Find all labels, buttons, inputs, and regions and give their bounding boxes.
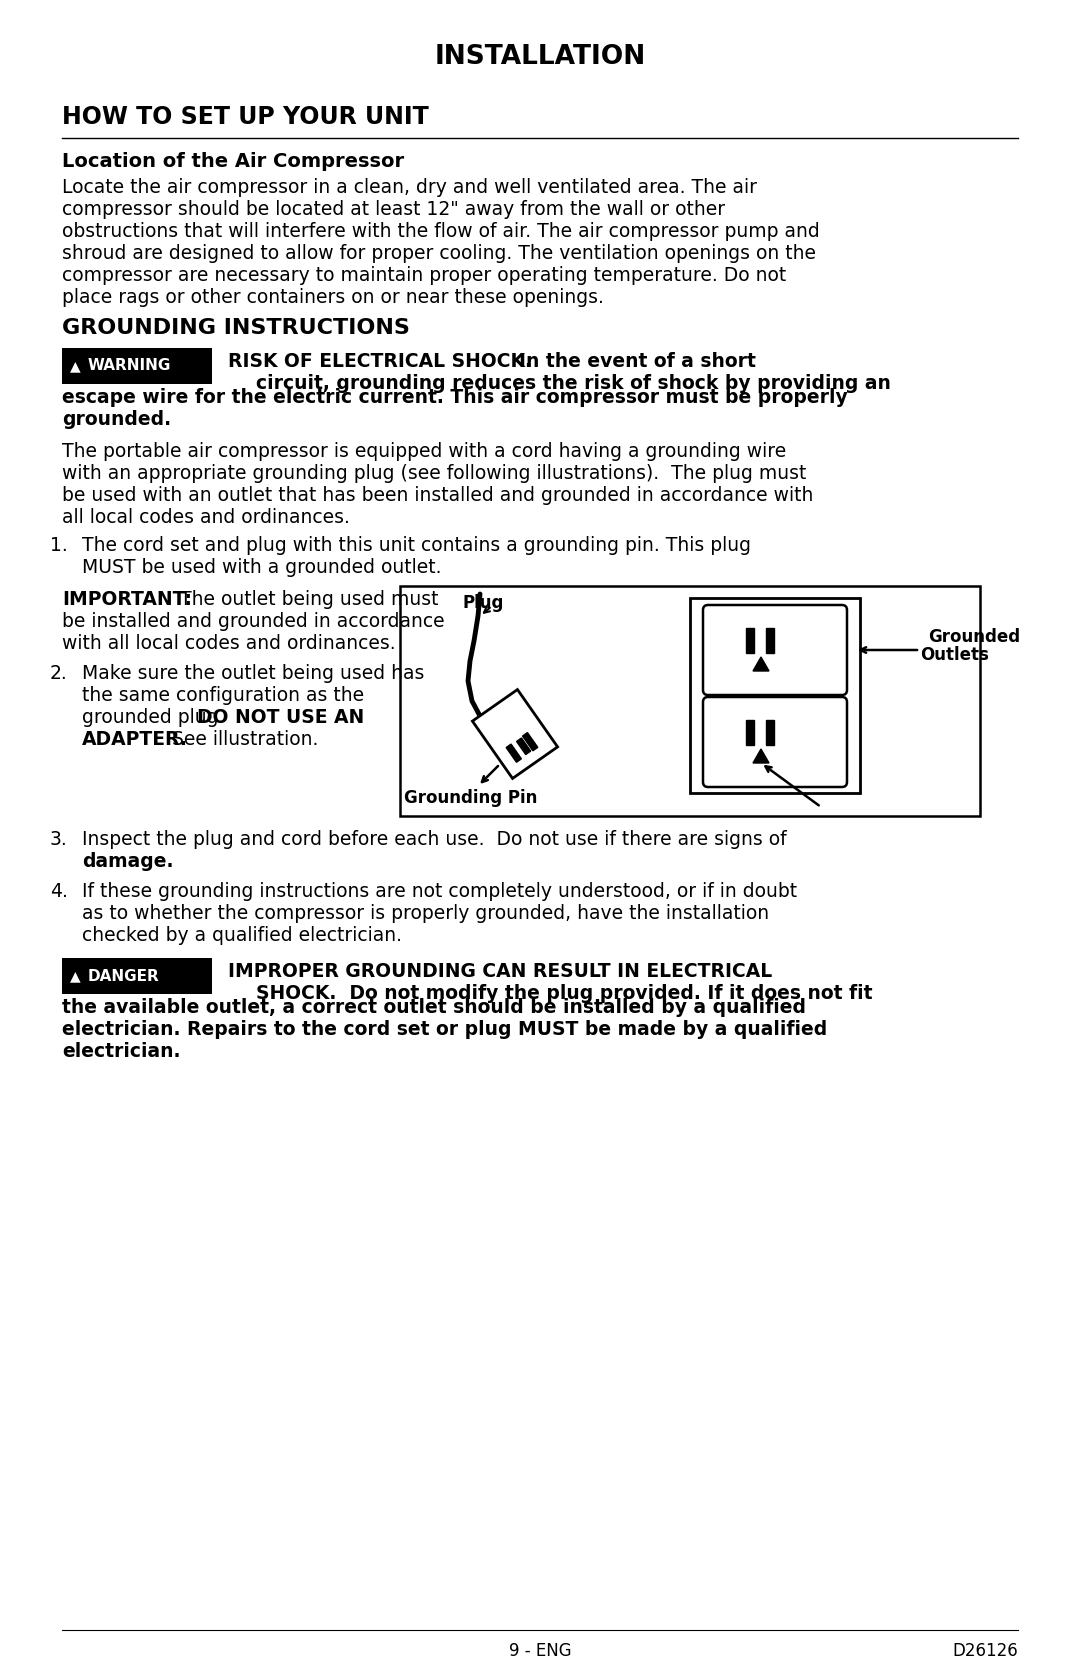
Bar	[690, 598, 860, 793]
Bar	[62, 958, 212, 995]
Text: 2.: 2.	[50, 664, 68, 683]
Text: the same configuration as the: the same configuration as the	[82, 686, 364, 704]
Text: If these grounding instructions are not completely understood, or if in doubt: If these grounding instructions are not …	[82, 881, 797, 901]
Text: GROUNDING INSTRUCTIONS: GROUNDING INSTRUCTIONS	[62, 319, 410, 339]
Polygon shape	[472, 689, 557, 778]
Bar	[766, 628, 774, 653]
Polygon shape	[507, 744, 522, 763]
Text: DO NOT USE AN: DO NOT USE AN	[197, 708, 364, 728]
Text: checked by a qualified electrician.: checked by a qualified electrician.	[82, 926, 402, 945]
Text: as to whether the compressor is properly grounded, have the installation: as to whether the compressor is properly…	[82, 905, 769, 923]
Bar	[746, 628, 754, 653]
Text: 3.: 3.	[50, 829, 68, 850]
Text: ▲: ▲	[70, 359, 81, 372]
Text: be used with an outlet that has been installed and grounded in accordance with: be used with an outlet that has been ins…	[62, 486, 813, 506]
Text: IMPORTANT:: IMPORTANT:	[62, 591, 192, 609]
Text: Locate the air compressor in a clean, dry and well ventilated area. The air: Locate the air compressor in a clean, dr…	[62, 179, 757, 197]
Text: escape wire for the electric current. This air compressor must be properly: escape wire for the electric current. Th…	[62, 387, 848, 407]
Bar	[400, 586, 980, 816]
Text: HOW TO SET UP YOUR UNIT: HOW TO SET UP YOUR UNIT	[62, 105, 429, 129]
Text: Outlets: Outlets	[920, 646, 989, 664]
Text: MUST be used with a grounded outlet.: MUST be used with a grounded outlet.	[82, 557, 442, 577]
Text: RISK OF ELECTRICAL SHOCK.: RISK OF ELECTRICAL SHOCK.	[228, 352, 532, 371]
Text: the available outlet, a correct outlet should be installed by a qualified: the available outlet, a correct outlet s…	[62, 998, 806, 1016]
Text: IMPROPER GROUNDING CAN RESULT IN ELECTRICAL: IMPROPER GROUNDING CAN RESULT IN ELECTRI…	[228, 961, 772, 981]
Text: Inspect the plug and cord before each use.  Do not use if there are signs of: Inspect the plug and cord before each us…	[82, 829, 786, 850]
FancyBboxPatch shape	[703, 604, 847, 694]
Text: shroud are designed to allow for proper cooling. The ventilation openings on the: shroud are designed to allow for proper …	[62, 244, 816, 264]
Polygon shape	[753, 749, 769, 763]
Text: damage.: damage.	[82, 851, 174, 871]
Bar	[746, 719, 754, 744]
Text: See illustration.: See illustration.	[166, 729, 319, 749]
Text: be installed and grounded in accordance: be installed and grounded in accordance	[62, 613, 445, 631]
Text: In the event of a short: In the event of a short	[507, 352, 756, 371]
Text: D26126: D26126	[953, 1642, 1018, 1661]
Polygon shape	[523, 733, 538, 751]
Text: compressor should be located at least 12" away from the wall or other: compressor should be located at least 12…	[62, 200, 725, 219]
Text: INSTALLATION: INSTALLATION	[434, 43, 646, 70]
Text: electrician. Repairs to the cord set or plug MUST be made by a qualified: electrician. Repairs to the cord set or …	[62, 1020, 827, 1040]
Text: grounded plug.: grounded plug.	[82, 708, 230, 728]
Text: circuit, grounding reduces the risk of shock by providing an: circuit, grounding reduces the risk of s…	[256, 374, 891, 392]
Text: Grounded: Grounded	[928, 628, 1021, 646]
Text: with an appropriate grounding plug (see following illustrations).  The plug must: with an appropriate grounding plug (see …	[62, 464, 807, 482]
Text: obstructions that will interfere with the flow of air. The air compressor pump a: obstructions that will interfere with th…	[62, 222, 820, 240]
Text: SHOCK.  Do not modify the plug provided. If it does not fit: SHOCK. Do not modify the plug provided. …	[256, 985, 873, 1003]
Polygon shape	[753, 658, 769, 671]
Text: 1.: 1.	[50, 536, 68, 556]
Text: place rags or other containers on or near these openings.: place rags or other containers on or nea…	[62, 289, 604, 307]
Text: grounded.: grounded.	[62, 411, 171, 429]
Bar	[766, 719, 774, 744]
Text: 9 - ENG: 9 - ENG	[509, 1642, 571, 1661]
Text: Plug: Plug	[462, 594, 503, 613]
Text: Grounding Pin: Grounding Pin	[404, 789, 538, 808]
Text: 4.: 4.	[50, 881, 68, 901]
Text: Location of the Air Compressor: Location of the Air Compressor	[62, 152, 404, 170]
Text: electrician.: electrician.	[62, 1041, 180, 1061]
Polygon shape	[516, 738, 530, 754]
Text: The outlet being used must: The outlet being used must	[174, 591, 438, 609]
Text: all local codes and ordinances.: all local codes and ordinances.	[62, 507, 350, 527]
Text: Make sure the outlet being used has: Make sure the outlet being used has	[82, 664, 424, 683]
Text: ▲: ▲	[70, 970, 81, 983]
Text: ADAPTER.: ADAPTER.	[82, 729, 188, 749]
Text: The portable air compressor is equipped with a cord having a grounding wire: The portable air compressor is equipped …	[62, 442, 786, 461]
Text: with all local codes and ordinances.: with all local codes and ordinances.	[62, 634, 395, 653]
FancyBboxPatch shape	[703, 698, 847, 788]
Text: DANGER: DANGER	[87, 968, 160, 983]
Text: compressor are necessary to maintain proper operating temperature. Do not: compressor are necessary to maintain pro…	[62, 265, 786, 285]
Text: WARNING: WARNING	[87, 359, 172, 374]
Text: The cord set and plug with this unit contains a grounding pin. This plug: The cord set and plug with this unit con…	[82, 536, 751, 556]
Bar	[62, 349, 212, 384]
